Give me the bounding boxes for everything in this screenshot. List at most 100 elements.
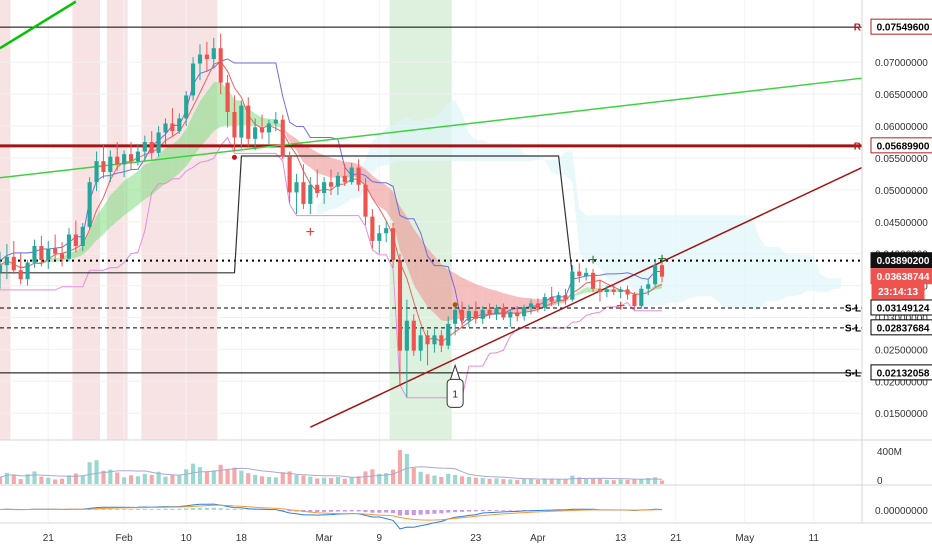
candles <box>0 33 665 398</box>
price-badge[interactable]: 0.07549600 R <box>854 18 932 35</box>
candle <box>211 37 216 69</box>
time-tick-label: 10 <box>181 533 193 544</box>
trendline[interactable] <box>310 166 863 428</box>
candle <box>432 328 437 353</box>
price-badge[interactable]: 23:14:13 <box>871 283 925 300</box>
candle <box>584 267 589 281</box>
volume-bar <box>108 469 113 484</box>
oscillator-bar <box>411 510 416 516</box>
candle <box>322 177 327 204</box>
candle-body <box>259 127 265 133</box>
candle-body <box>59 253 65 259</box>
volume-bar <box>273 477 278 484</box>
volume-bar <box>391 469 396 484</box>
candle <box>253 118 258 151</box>
price-badge[interactable]: 0.02132058 S-L <box>845 364 932 381</box>
volume-bar <box>301 475 306 484</box>
candle-body <box>246 105 251 139</box>
candle <box>122 150 127 178</box>
price-badge-tag: S-L <box>845 368 861 379</box>
price-tick-label: 0.05000000 <box>875 186 928 197</box>
trendline[interactable] <box>0 0 77 50</box>
candle-body <box>425 335 430 345</box>
volume-bar <box>39 476 44 484</box>
volume-bar <box>466 477 471 484</box>
volume-bar <box>411 467 416 484</box>
price-badge-value: 0.02837684 <box>877 323 930 334</box>
volume-bar <box>101 470 106 484</box>
ema-ribbon-segment <box>482 286 490 316</box>
highlight-band <box>141 0 218 440</box>
candle-body <box>253 127 258 139</box>
oscillator-bar <box>308 510 313 512</box>
candle <box>108 150 113 183</box>
oscillator-bar <box>211 507 216 510</box>
oscillator-bar <box>356 510 361 512</box>
ema-ribbon-segment <box>317 152 325 176</box>
ema-ribbon-segment <box>82 231 90 255</box>
candle-body <box>46 248 51 261</box>
volume-bar <box>156 471 161 484</box>
candle-body <box>232 112 237 138</box>
volume-bar <box>87 462 92 484</box>
price-badge-box <box>870 299 932 316</box>
volume-bar <box>508 479 513 484</box>
price-badge-value: 23:14:13 <box>878 287 918 298</box>
candle-body <box>508 312 513 318</box>
oscillator-bar <box>335 510 340 512</box>
candle-body <box>522 307 527 317</box>
candle-body <box>4 256 9 266</box>
ema-ribbon-segment <box>96 206 104 241</box>
ema-ribbon-segment <box>179 129 187 174</box>
candle-body <box>342 175 347 183</box>
price-tick-label: 0.03000000 <box>875 313 928 324</box>
volume-bar <box>439 477 444 484</box>
volume-bar <box>191 463 196 484</box>
oscillator-bar <box>170 508 175 510</box>
price-badge[interactable]: 0.03890200 <box>870 252 932 269</box>
oscillator-bar <box>515 510 520 511</box>
volume-bar <box>646 478 651 484</box>
candle-body <box>659 265 665 277</box>
candle-body <box>501 307 506 318</box>
oscillator-bar <box>142 508 147 510</box>
callout-1[interactable]: 1 <box>446 363 464 408</box>
price-badge[interactable]: 0.03638744 <box>870 268 932 285</box>
candle <box>501 303 506 321</box>
candle-body <box>108 156 113 172</box>
ema-ribbon-segment <box>337 159 345 179</box>
ema-ribbon-segment <box>172 138 180 179</box>
trendlines <box>0 0 863 428</box>
ema-ribbon-segment <box>379 180 387 212</box>
oscillator-bar <box>94 509 99 510</box>
volume-bar <box>280 472 285 484</box>
price-badge-value: 0.03890200 <box>877 256 930 267</box>
price-badge[interactable]: 0.05689900 R <box>854 137 932 154</box>
time-tick-label: 9 <box>376 533 382 544</box>
time-tick-label: Feb <box>116 533 134 544</box>
candle-body <box>446 323 451 346</box>
volume-bar <box>4 472 9 484</box>
oscillator-bar <box>128 509 134 510</box>
candle <box>377 224 382 254</box>
trendline[interactable] <box>0 77 863 179</box>
time-tick-label: 21 <box>43 533 55 544</box>
oscillator-bar <box>377 510 382 513</box>
candle <box>115 142 120 171</box>
volume-bar <box>349 477 354 484</box>
oscillator-axis-label: 0.00000000 <box>875 506 928 517</box>
range-box-outline[interactable] <box>0 155 573 276</box>
candle <box>197 44 203 81</box>
candle <box>480 305 485 324</box>
candle-body <box>18 270 23 280</box>
candle <box>25 260 30 286</box>
volume-bar <box>232 467 237 484</box>
candle-body <box>122 154 127 165</box>
price-badge[interactable]: 0.03149124 S-L <box>845 299 932 316</box>
oscillator-bar <box>459 510 465 512</box>
ema-ribbon-segment <box>406 216 414 285</box>
volume-bar <box>342 478 347 484</box>
price-badge[interactable]: 0.02837684 S-L <box>845 319 932 336</box>
candle-body <box>170 123 175 132</box>
